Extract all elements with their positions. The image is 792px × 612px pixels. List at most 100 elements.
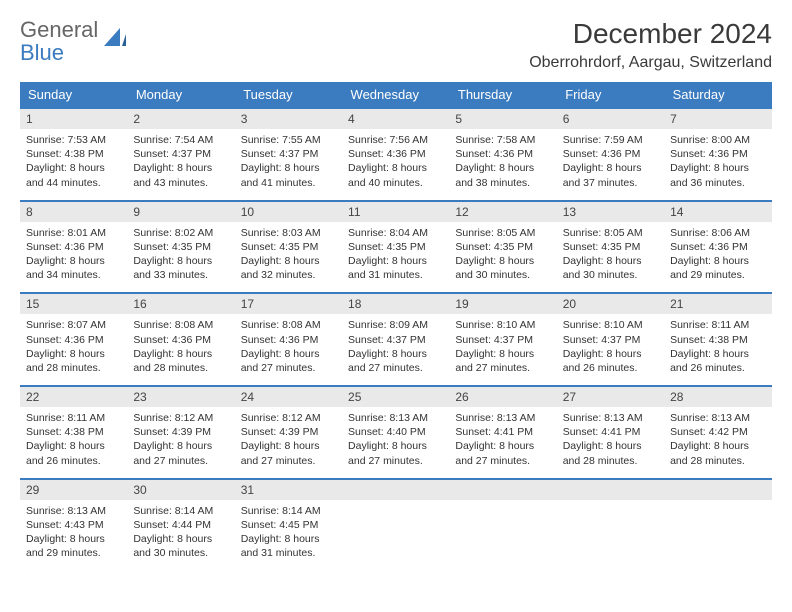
day-content: Sunrise: 8:12 AMSunset: 4:39 PMDaylight:… bbox=[127, 407, 234, 478]
day-number: 30 bbox=[127, 478, 234, 500]
day-number-empty bbox=[557, 478, 664, 500]
weekday-header: Tuesday bbox=[235, 82, 342, 107]
daylight-line: Daylight: 8 hours and 43 minutes. bbox=[133, 161, 228, 189]
sunset-line: Sunset: 4:41 PM bbox=[455, 425, 550, 439]
daylight-line: Daylight: 8 hours and 30 minutes. bbox=[455, 254, 550, 282]
day-number: 26 bbox=[449, 385, 556, 407]
daylight-label: Daylight: bbox=[348, 162, 392, 174]
day-number: 6 bbox=[557, 107, 664, 129]
sunrise-line: Sunrise: 8:06 AM bbox=[670, 226, 765, 240]
sunrise-value: 7:53 AM bbox=[67, 134, 106, 146]
week-row: 8Sunrise: 8:01 AMSunset: 4:36 PMDaylight… bbox=[20, 200, 772, 293]
sunrise-label: Sunrise: bbox=[133, 134, 174, 146]
sunset-value: 4:39 PM bbox=[279, 426, 318, 438]
day-cell: 19Sunrise: 8:10 AMSunset: 4:37 PMDayligh… bbox=[449, 292, 556, 385]
daylight-line: Daylight: 8 hours and 31 minutes. bbox=[348, 254, 443, 282]
sunset-value: 4:39 PM bbox=[172, 426, 211, 438]
daylight-line: Daylight: 8 hours and 27 minutes. bbox=[455, 439, 550, 467]
sunrise-line: Sunrise: 8:07 AM bbox=[26, 318, 121, 332]
sunrise-value: 8:14 AM bbox=[175, 505, 214, 517]
day-cell: 21Sunrise: 8:11 AMSunset: 4:38 PMDayligh… bbox=[664, 292, 771, 385]
sunset-label: Sunset: bbox=[26, 426, 65, 438]
sunrise-line: Sunrise: 8:08 AM bbox=[133, 318, 228, 332]
sunrise-line: Sunrise: 8:00 AM bbox=[670, 133, 765, 147]
day-content: Sunrise: 8:10 AMSunset: 4:37 PMDaylight:… bbox=[557, 314, 664, 385]
day-content: Sunrise: 8:13 AMSunset: 4:41 PMDaylight:… bbox=[557, 407, 664, 478]
sunrise-label: Sunrise: bbox=[241, 134, 282, 146]
sunrise-line: Sunrise: 7:55 AM bbox=[241, 133, 336, 147]
sunset-value: 4:38 PM bbox=[65, 426, 104, 438]
daylight-label: Daylight: bbox=[670, 348, 714, 360]
sunrise-label: Sunrise: bbox=[563, 319, 604, 331]
sunset-line: Sunset: 4:39 PM bbox=[241, 425, 336, 439]
location-label: Oberrohrdorf, Aargau, Switzerland bbox=[529, 54, 772, 72]
daylight-line: Daylight: 8 hours and 27 minutes. bbox=[133, 439, 228, 467]
sunset-label: Sunset: bbox=[455, 334, 494, 346]
sunset-value: 4:43 PM bbox=[65, 519, 104, 531]
day-content: Sunrise: 8:05 AMSunset: 4:35 PMDaylight:… bbox=[449, 222, 556, 293]
sunset-value: 4:38 PM bbox=[709, 334, 748, 346]
sunset-label: Sunset: bbox=[348, 426, 387, 438]
daylight-label: Daylight: bbox=[241, 533, 285, 545]
day-cell: 9Sunrise: 8:02 AMSunset: 4:35 PMDaylight… bbox=[127, 200, 234, 293]
day-cell: 2Sunrise: 7:54 AMSunset: 4:37 PMDaylight… bbox=[127, 107, 234, 200]
day-content: Sunrise: 8:13 AMSunset: 4:41 PMDaylight:… bbox=[449, 407, 556, 478]
daylight-label: Daylight: bbox=[348, 440, 392, 452]
day-number: 15 bbox=[20, 292, 127, 314]
sunset-line: Sunset: 4:39 PM bbox=[133, 425, 228, 439]
sunrise-line: Sunrise: 8:13 AM bbox=[455, 411, 550, 425]
day-number: 12 bbox=[449, 200, 556, 222]
daylight-line: Daylight: 8 hours and 32 minutes. bbox=[241, 254, 336, 282]
sunrise-line: Sunrise: 8:14 AM bbox=[241, 504, 336, 518]
daylight-line: Daylight: 8 hours and 33 minutes. bbox=[133, 254, 228, 282]
sunrise-label: Sunrise: bbox=[133, 505, 174, 517]
daylight-label: Daylight: bbox=[455, 255, 499, 267]
daylight-label: Daylight: bbox=[241, 162, 285, 174]
sunset-label: Sunset: bbox=[348, 334, 387, 346]
sunrise-label: Sunrise: bbox=[26, 412, 67, 424]
day-number: 31 bbox=[235, 478, 342, 500]
sunset-label: Sunset: bbox=[241, 519, 280, 531]
day-cell: 6Sunrise: 7:59 AMSunset: 4:36 PMDaylight… bbox=[557, 107, 664, 200]
weekday-header-row: SundayMondayTuesdayWednesdayThursdayFrid… bbox=[20, 82, 772, 107]
empty-cell bbox=[449, 478, 556, 571]
daylight-line: Daylight: 8 hours and 27 minutes. bbox=[241, 347, 336, 375]
daylight-line: Daylight: 8 hours and 41 minutes. bbox=[241, 161, 336, 189]
day-content: Sunrise: 7:53 AMSunset: 4:38 PMDaylight:… bbox=[20, 129, 127, 200]
day-content: Sunrise: 8:04 AMSunset: 4:35 PMDaylight:… bbox=[342, 222, 449, 293]
sunset-label: Sunset: bbox=[455, 148, 494, 160]
daylight-label: Daylight: bbox=[348, 255, 392, 267]
day-number: 9 bbox=[127, 200, 234, 222]
sunrise-value: 8:00 AM bbox=[712, 134, 751, 146]
day-cell: 26Sunrise: 8:13 AMSunset: 4:41 PMDayligh… bbox=[449, 385, 556, 478]
title-block: December 2024 Oberrohrdorf, Aargau, Swit… bbox=[529, 18, 772, 72]
daylight-line: Daylight: 8 hours and 29 minutes. bbox=[26, 532, 121, 560]
sunset-label: Sunset: bbox=[133, 334, 172, 346]
sunset-label: Sunset: bbox=[133, 426, 172, 438]
day-number: 27 bbox=[557, 385, 664, 407]
day-content: Sunrise: 8:13 AMSunset: 4:43 PMDaylight:… bbox=[20, 500, 127, 571]
daylight-label: Daylight: bbox=[563, 255, 607, 267]
day-number: 4 bbox=[342, 107, 449, 129]
logo-line2: Blue bbox=[20, 40, 64, 65]
sunrise-line: Sunrise: 8:08 AM bbox=[241, 318, 336, 332]
sunset-line: Sunset: 4:41 PM bbox=[563, 425, 658, 439]
sunset-line: Sunset: 4:36 PM bbox=[455, 147, 550, 161]
sunset-label: Sunset: bbox=[133, 148, 172, 160]
daylight-label: Daylight: bbox=[26, 348, 70, 360]
day-content: Sunrise: 7:56 AMSunset: 4:36 PMDaylight:… bbox=[342, 129, 449, 200]
sunrise-line: Sunrise: 8:01 AM bbox=[26, 226, 121, 240]
sunrise-value: 8:08 AM bbox=[175, 319, 214, 331]
day-cell: 24Sunrise: 8:12 AMSunset: 4:39 PMDayligh… bbox=[235, 385, 342, 478]
daylight-line: Daylight: 8 hours and 34 minutes. bbox=[26, 254, 121, 282]
daylight-label: Daylight: bbox=[455, 162, 499, 174]
sunrise-value: 8:12 AM bbox=[282, 412, 321, 424]
day-content: Sunrise: 7:58 AMSunset: 4:36 PMDaylight:… bbox=[449, 129, 556, 200]
daylight-line: Daylight: 8 hours and 28 minutes. bbox=[26, 347, 121, 375]
day-cell: 1Sunrise: 7:53 AMSunset: 4:38 PMDaylight… bbox=[20, 107, 127, 200]
sunrise-value: 8:07 AM bbox=[67, 319, 106, 331]
sunrise-value: 7:56 AM bbox=[389, 134, 428, 146]
sunrise-label: Sunrise: bbox=[455, 319, 496, 331]
sunrise-label: Sunrise: bbox=[26, 319, 67, 331]
sunrise-value: 8:11 AM bbox=[67, 412, 105, 424]
